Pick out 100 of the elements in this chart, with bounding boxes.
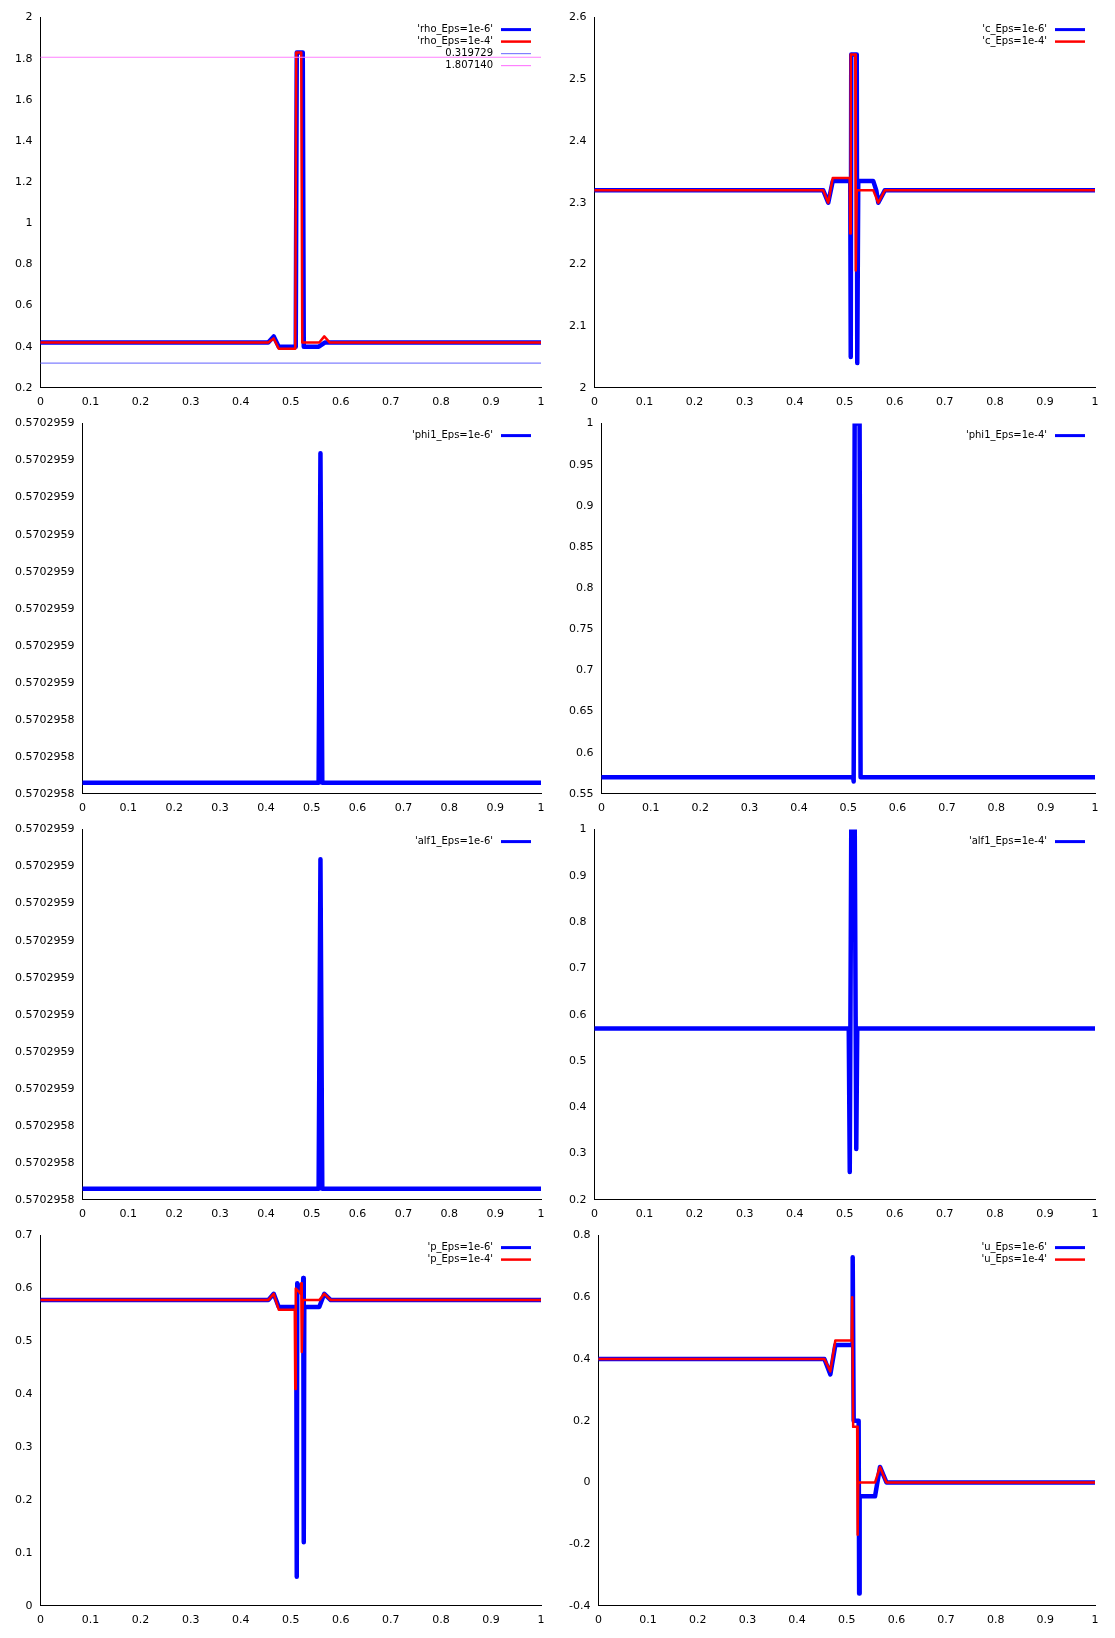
- x-tick-label: 0.4: [257, 801, 275, 815]
- y-tick-label: 0.4: [14, 1387, 33, 1401]
- legend-label: 'u_Eps=1e-4': [981, 1253, 1047, 1266]
- x-tick-label: 0.7: [394, 801, 413, 815]
- x-tick-label: 0.3: [181, 1613, 200, 1627]
- y-tick-label: 0.5702959: [14, 490, 75, 504]
- x-tick-label: 0.7: [382, 395, 400, 409]
- x-tick-label: 0.2: [691, 801, 709, 815]
- x-tick-label: 0.3: [211, 801, 229, 815]
- x-tick-label: 0.8: [432, 1613, 450, 1627]
- x-tick-label: 1: [1091, 395, 1099, 409]
- y-tick-label: 0.9: [568, 868, 587, 882]
- y-tick-label: 0.8: [568, 915, 587, 929]
- y-tick-label: 0.8: [575, 580, 594, 594]
- y-tick-label: 0.8: [14, 257, 33, 271]
- x-tick-label: 1: [1091, 1207, 1099, 1221]
- legend-label: 'c_Eps=1e-4': [982, 35, 1047, 48]
- y-tick-label: 0.6: [14, 1281, 33, 1295]
- x-tick-label: 0.8: [986, 395, 1004, 409]
- y-tick-label: 1: [586, 416, 594, 430]
- x-tick-label: 0.9: [482, 395, 500, 409]
- x-tick-label: 0.9: [486, 801, 504, 815]
- x-tick-label: 0.5: [836, 395, 854, 409]
- y-tick-label: 1.8: [14, 51, 33, 65]
- legend-label: 'c_Eps=1e-6': [982, 23, 1047, 36]
- y-tick-label: 0.6: [14, 298, 33, 312]
- y-tick-label: 0: [25, 1598, 33, 1612]
- x-tick-label: 0.1: [635, 395, 654, 409]
- x-tick-label: 0.5: [839, 801, 857, 815]
- y-tick-label: 2.6: [568, 10, 587, 24]
- y-tick-label: 0.9: [575, 498, 594, 512]
- x-tick-label: 0.5: [302, 801, 321, 815]
- x-tick-label: 0.7: [936, 395, 954, 409]
- x-tick-label: 0.2: [689, 1613, 707, 1627]
- y-tick-label: 0.3: [14, 1440, 33, 1453]
- x-tick-label: 0.9: [482, 1613, 500, 1627]
- y-tick-label: 0.5702959: [14, 527, 75, 541]
- y-tick-label: 0.5702959: [14, 601, 75, 615]
- x-tick-label: 1: [537, 801, 545, 815]
- y-tick-label: 0.5702959: [14, 970, 75, 984]
- y-tick-label: 0.7: [568, 961, 587, 975]
- y-tick-label: 0.3: [568, 1146, 587, 1160]
- x-tick-label: 0.2: [131, 1613, 150, 1627]
- legend-label: 'p_Eps=1e-4': [427, 1253, 493, 1266]
- y-tick-label: 1.2: [14, 174, 33, 188]
- x-tick-label: 0.5: [836, 1207, 854, 1221]
- x-tick-label: 0.2: [131, 395, 150, 409]
- legend-label: 'rho_Eps=1e-6': [417, 23, 493, 36]
- y-tick-label: 2.1: [568, 318, 587, 332]
- y-tick-label: 0.7: [14, 1228, 33, 1242]
- legend-label: 1.807140: [445, 59, 493, 71]
- x-tick-label: 0.6: [887, 1613, 906, 1627]
- legend-label: 'phi1_Eps=1e-6': [411, 429, 493, 442]
- y-tick-label: 0.6: [572, 1290, 591, 1304]
- x-tick-label: 0.1: [119, 1207, 138, 1221]
- legend-label: 'alf1_Eps=1e-6': [414, 835, 493, 848]
- legend-label: 'p_Eps=1e-6': [427, 1241, 493, 1254]
- y-tick-label: 1.4: [14, 133, 33, 147]
- y-tick-label: 2.4: [568, 133, 587, 147]
- x-tick-label: 0.7: [394, 1207, 413, 1221]
- x-tick-label: 0.6: [332, 395, 350, 409]
- x-tick-label: 0.8: [432, 395, 450, 409]
- x-tick-label: 0.2: [165, 801, 183, 815]
- x-tick-label: 0.6: [886, 395, 904, 409]
- x-tick-label: 0.6: [888, 801, 907, 815]
- x-tick-label: 0.1: [81, 395, 100, 409]
- legend-label: 'rho_Eps=1e-4': [417, 35, 493, 48]
- y-tick-label: 1.6: [14, 92, 33, 106]
- x-tick-label: 0.1: [635, 1207, 654, 1221]
- x-tick-label: 0.4: [790, 801, 808, 815]
- y-tick-label: 0.5702959: [14, 859, 75, 873]
- y-tick-label: 0.85: [568, 539, 594, 553]
- x-tick-label: 0.7: [938, 801, 956, 815]
- legend-label: 0.319729: [445, 47, 493, 59]
- x-tick-label: 0.3: [735, 395, 754, 409]
- y-tick-label: 1: [579, 822, 587, 836]
- x-tick-label: 0.8: [440, 801, 459, 815]
- x-tick-label: 0.6: [886, 1207, 904, 1221]
- x-tick-label: 0.2: [685, 395, 704, 409]
- y-tick-label: 0.2: [14, 1492, 33, 1506]
- x-tick-label: 0.1: [642, 801, 660, 815]
- y-tick-label: 0.2: [14, 380, 33, 394]
- x-tick-label: 0.5: [302, 1207, 321, 1221]
- x-tick-label: 0.2: [685, 1207, 704, 1221]
- x-tick-label: 1: [537, 395, 545, 409]
- x-tick-label: 0.3: [181, 395, 200, 409]
- y-tick-label: 0.5702959: [14, 564, 75, 578]
- x-tick-label: 0.6: [348, 1207, 367, 1221]
- y-tick-label: 0.5702958: [14, 1155, 75, 1169]
- x-tick-label: 0.7: [382, 1613, 400, 1627]
- x-tick-label: 0.4: [788, 1613, 806, 1627]
- y-tick-label: 0.5702958: [14, 1192, 75, 1206]
- x-tick-label: 0.2: [165, 1207, 183, 1221]
- y-tick-label: 0.65: [568, 704, 594, 718]
- y-tick-label: 0.4: [568, 1100, 587, 1114]
- x-tick-label: 0.3: [211, 1207, 229, 1221]
- y-tick-label: 0.5702959: [14, 675, 75, 689]
- x-tick-label: 0.6: [332, 1613, 350, 1627]
- legend-label: 'u_Eps=1e-6': [981, 1241, 1047, 1254]
- y-tick-label: 0.5702959: [14, 933, 75, 947]
